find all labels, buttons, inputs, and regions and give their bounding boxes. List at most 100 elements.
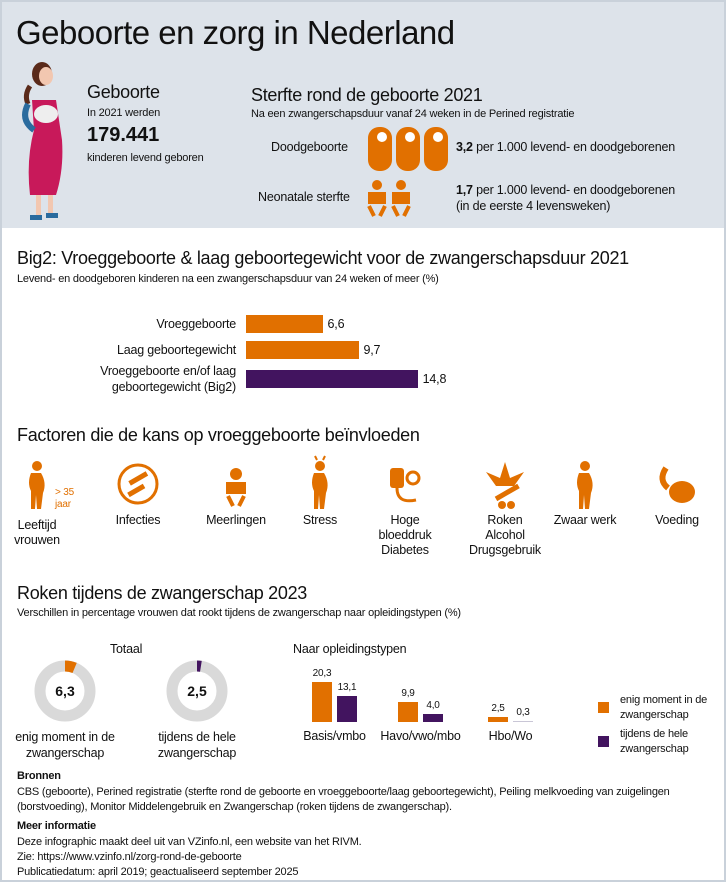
factor-label-7: Zwaar werk: [535, 513, 635, 528]
head: [580, 461, 590, 471]
bacteria-icon: [117, 463, 159, 505]
factor-label-line: Drugsgebruik: [469, 543, 541, 557]
factor-label-line: Diabetes: [381, 543, 429, 557]
donut-value: 2,5: [187, 683, 207, 699]
mortality-heading: Sterfte rond de geboorte 2021: [251, 85, 483, 105]
bag: [390, 468, 404, 488]
factor-label-line: Meerlingen: [206, 513, 266, 527]
stress-marks: [314, 455, 326, 461]
head: [32, 461, 42, 471]
legend-label: tijdens de hele zwangerschap: [620, 727, 689, 757]
legend-line: tijdens de hele: [620, 728, 688, 740]
sources-text-1: CBS (geboorte), Perined registratie (ste…: [17, 786, 670, 798]
big2-heading: Big2: Vroeggeboorte & laag geboortegewic…: [17, 248, 629, 268]
factor-label-line: bloeddruk: [378, 528, 432, 542]
legend-line: enig moment in de: [620, 694, 708, 706]
big2-subtitle: Levend- en doodgeboren kinderen na een z…: [17, 273, 439, 285]
bar-value-label: 14,8: [422, 372, 447, 386]
factor-label-4: Stress: [270, 513, 370, 528]
category-label: Havo/vwo/mbo: [380, 729, 461, 743]
factor-label-8: Voeding: [627, 513, 726, 528]
bar: [513, 720, 533, 722]
baby-icon: [367, 180, 411, 217]
neonatal-text2: (in de eerste 4 levensweken): [456, 199, 611, 213]
bar: [312, 682, 332, 722]
sausage: [659, 466, 671, 491]
category-label: Hbo/Wo: [488, 729, 533, 743]
stillbirth-text: per 1.000 levend- en doodgeborenen: [476, 140, 675, 154]
factor-label-1: Leeftijd vrouwen: [0, 518, 87, 548]
smoking-heading: Roken tijdens de zwangerschap 2023: [17, 583, 307, 603]
factor-label-line: Infecties: [115, 513, 161, 527]
bar-value-label: 0,3: [516, 706, 530, 718]
neonatal-label: Neonatale sterfte: [258, 190, 350, 204]
smoking-subtitle: Verschillen in percentage vrouwen dat ro…: [17, 607, 461, 619]
bar-value-label: 6,6: [327, 317, 345, 331]
more-line-3: Publicatiedatum: april 2019; geactualise…: [17, 866, 299, 878]
factor-label-3: Meerlingen: [186, 513, 286, 528]
pregnant-woman-icon: [29, 461, 45, 509]
more-link[interactable]: Zie: https://www.vzinfo.nl/zorg-rond-de-…: [17, 851, 242, 863]
birth-intro: In 2021 werden: [87, 107, 161, 119]
pill: [498, 501, 506, 509]
factor-label-line: Stress: [302, 513, 338, 527]
birth-count: 179.441: [87, 124, 160, 146]
bar: [246, 370, 418, 388]
donut-value: 6,3: [55, 683, 75, 699]
gauge: [405, 470, 421, 486]
mortality-subtitle: Na een zwangerschapsduur vanaf 24 weken …: [251, 108, 575, 120]
legend-line: zwangerschap: [620, 743, 689, 755]
body: [29, 473, 45, 509]
birth-caption: kinderen levend geboren: [87, 152, 204, 164]
more-line-1: Deze infographic maakt deel uit van VZin…: [17, 836, 362, 848]
bar: [423, 714, 443, 722]
factor-label-line: Alcohol: [485, 528, 525, 542]
bacterium: [127, 483, 146, 498]
total-label: Totaal: [110, 642, 143, 656]
birth-heading: Geboorte: [87, 82, 160, 102]
bacterium: [128, 471, 149, 486]
factor-label-line: Hoge: [390, 513, 420, 527]
bar-value-label: 4,0: [426, 700, 440, 712]
circle: [117, 463, 159, 505]
leaf: [486, 462, 524, 486]
donut-slice: [166, 660, 228, 722]
legend-label: enig moment in de zwangerschap: [620, 693, 707, 723]
body: [226, 482, 246, 494]
pill: [507, 501, 515, 509]
stillbirth-value: 3,2: [456, 140, 473, 154]
header-band: [2, 2, 724, 228]
page-title: Geboorte en zorg in Nederland: [16, 14, 455, 51]
edu-label: Naar opleidingstypen: [293, 642, 407, 656]
stressed-pregnant-woman-icon: [312, 455, 328, 509]
sausage-food-icon: [659, 466, 695, 503]
factor-label-5: Hoge bloeddruk Diabetes: [355, 513, 455, 558]
working-woman-icon: [577, 461, 593, 509]
category-label: Vroeggeboorte en/of laag geboortegewicht …: [100, 364, 236, 394]
legend-swatch: [598, 736, 609, 747]
category-label: Vroeggeboorte: [156, 317, 236, 331]
donut-2: [166, 660, 228, 722]
factor-label-line: Zwaar werk: [553, 513, 617, 527]
bread: [669, 481, 695, 503]
donut-1: [34, 660, 96, 722]
bar: [246, 341, 359, 359]
factor-label-6: Roken Alcohol Drugsgebruik: [455, 513, 555, 558]
tube: [395, 487, 417, 503]
blood-pressure-icon: [390, 468, 421, 503]
body: [577, 473, 593, 509]
neonatal-text: per 1.000 levend- en doodgeborenen: [476, 183, 675, 197]
syringe: [494, 483, 520, 502]
head: [230, 468, 242, 480]
bar: [337, 696, 357, 722]
sources-heading: Bronnen: [17, 770, 61, 782]
factor-label-line: Leeftijd: [17, 518, 57, 532]
bar: [398, 702, 418, 722]
bar-value-label: 2,5: [491, 703, 505, 715]
legs: [226, 495, 246, 507]
bar-value-label: 13,1: [337, 682, 357, 694]
swaddled-baby-icon: [368, 127, 448, 171]
bar-value-label: 20,3: [312, 668, 332, 679]
body: [312, 473, 328, 509]
